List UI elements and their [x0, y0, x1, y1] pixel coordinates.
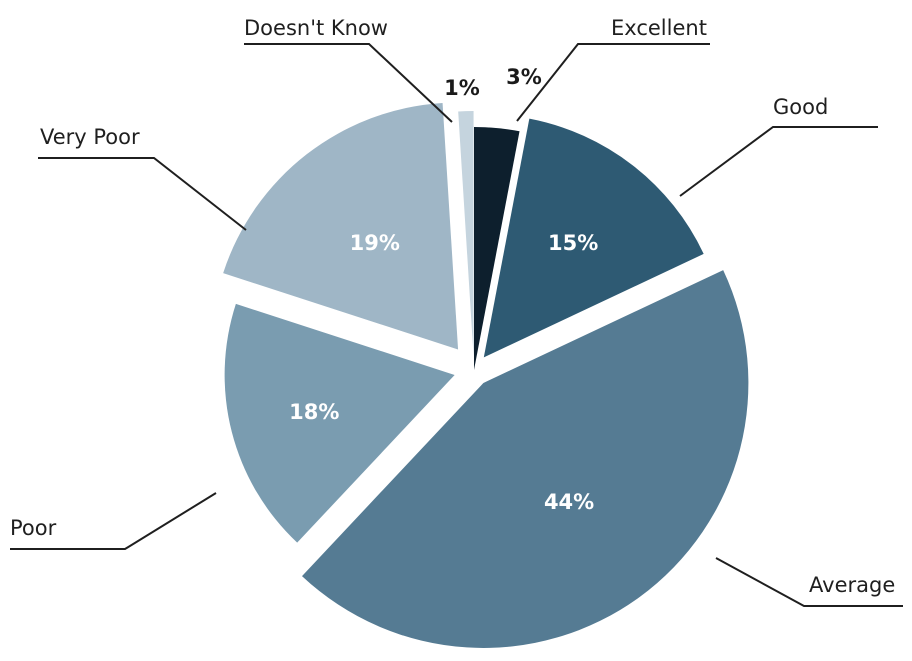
category-label: Doesn't Know — [244, 16, 388, 40]
category-label: Good — [773, 95, 828, 119]
leader-lines-group — [10, 43, 903, 607]
slice-percent-label: 44% — [544, 490, 594, 514]
labels-group: 3% Excellent 15% Good 44% Average 18% Poor 19% Ve… — [10, 16, 895, 597]
slice-percent-label: 3% — [506, 65, 542, 89]
category-label: Very Poor — [40, 125, 140, 149]
pie-slice-average — [301, 270, 749, 648]
slice-percent-label: 15% — [548, 231, 598, 255]
slice-percent-label: 18% — [289, 400, 339, 424]
category-label: Poor — [10, 516, 57, 540]
pie-slice-excellent — [474, 127, 520, 370]
leader-line — [715, 557, 903, 607]
leader-line — [244, 43, 453, 123]
pie-slice-good — [483, 118, 704, 358]
category-label: Excellent — [611, 16, 707, 40]
category-label: Average — [809, 573, 895, 597]
leader-line — [10, 492, 217, 550]
slice-percent-label: 19% — [350, 231, 400, 255]
pie-slice-doesn-t-know — [458, 111, 474, 357]
slices-group — [223, 102, 749, 648]
leader-line — [38, 157, 247, 231]
leader-line — [679, 126, 878, 197]
pie-slice-very-poor — [223, 102, 459, 350]
leader-line — [516, 43, 710, 122]
pie-slice-poor — [224, 303, 455, 543]
slice-percent-label: 1% — [444, 76, 480, 100]
